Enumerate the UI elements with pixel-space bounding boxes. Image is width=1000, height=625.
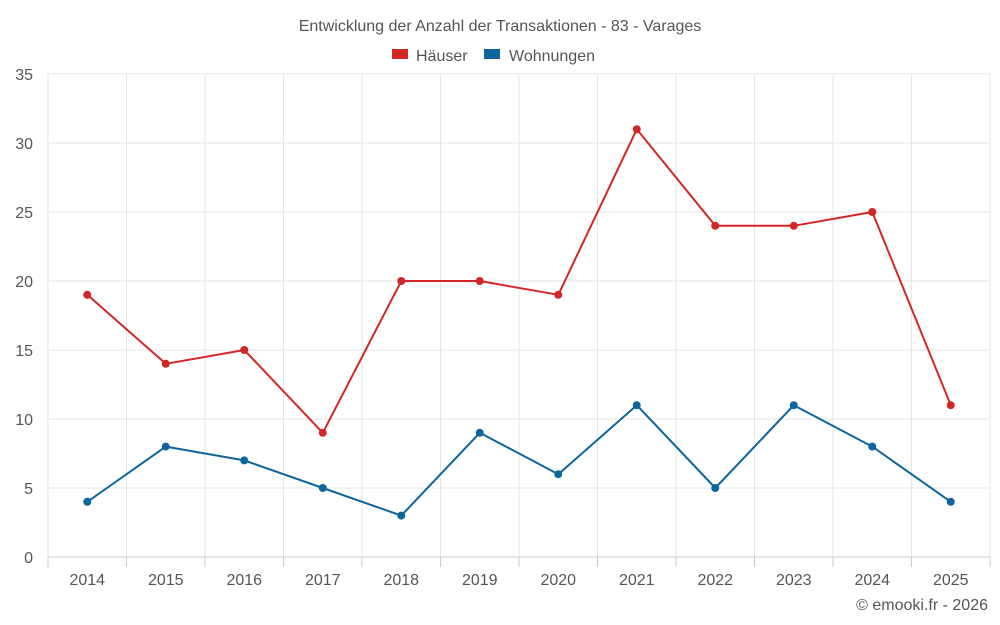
y-tick-label: 15 [15, 343, 33, 360]
series-line-haeuser [86, 128, 952, 434]
data-point-wohnungen[interactable] [554, 470, 563, 479]
x-tick-label: 2014 [69, 572, 105, 589]
data-point-wohnungen[interactable] [868, 442, 877, 451]
legend-item-wohnungen[interactable]: Wohnungen [484, 48, 595, 65]
data-point-haeuser[interactable] [397, 277, 406, 285]
data-point-wohnungen[interactable] [475, 428, 484, 437]
data-point-haeuser[interactable] [318, 428, 327, 437]
legend-swatch-wohnungen [484, 49, 500, 59]
series [83, 125, 955, 520]
data-point-haeuser[interactable] [789, 221, 798, 230]
data-point-haeuser[interactable] [946, 401, 955, 410]
data-point-haeuser[interactable] [83, 290, 92, 299]
x-tick-label: 2017 [305, 572, 341, 589]
legend-item-haeuser[interactable]: Häuser [392, 48, 468, 65]
data-point-haeuser[interactable] [868, 208, 877, 216]
x-tick-label: 2020 [540, 572, 576, 589]
data-point-wohnungen[interactable] [397, 511, 406, 520]
data-point-haeuser[interactable] [711, 221, 720, 230]
legend-label-wohnungen: Wohnungen [509, 48, 595, 65]
data-point-wohnungen[interactable] [789, 401, 798, 410]
x-tick-label: 2024 [854, 572, 890, 589]
data-point-wohnungen[interactable] [240, 456, 249, 465]
y-tick-label: 25 [15, 205, 33, 222]
data-point-haeuser[interactable] [240, 346, 249, 354]
x-tick-label: 2022 [697, 572, 733, 589]
y-tick-label: 30 [15, 136, 33, 153]
grid [47, 73, 991, 557]
y-tick-label: 20 [15, 274, 33, 291]
data-point-wohnungen[interactable] [161, 442, 170, 451]
x-tick-label: 2023 [776, 572, 812, 589]
series-line-wohnungen [86, 404, 952, 517]
x-tick-label: 2021 [619, 572, 655, 589]
y-tick-label: 5 [24, 481, 33, 498]
y-tick-label: 0 [24, 550, 33, 567]
legend-label-haeuser: Häuser [416, 48, 468, 65]
y-tick-label: 35 [15, 67, 33, 84]
data-point-wohnungen[interactable] [318, 484, 327, 492]
x-tick-label: 2018 [383, 572, 419, 589]
data-point-haeuser[interactable] [554, 290, 563, 299]
data-point-haeuser[interactable] [475, 277, 484, 285]
x-tick-label: 2019 [462, 572, 498, 589]
data-point-wohnungen[interactable] [632, 401, 641, 410]
x-tick-label: 2015 [148, 572, 184, 589]
x-tick-label: 2016 [226, 572, 262, 589]
y-tick-label: 10 [15, 412, 33, 429]
data-point-wohnungen[interactable] [946, 497, 955, 506]
data-point-wohnungen[interactable] [711, 484, 720, 492]
data-point-wohnungen[interactable] [83, 497, 92, 506]
data-point-haeuser[interactable] [161, 359, 170, 368]
credit-text: © emooki.fr - 2026 [856, 597, 988, 614]
legend: Häuser Wohnungen [392, 48, 595, 65]
legend-swatch-haeuser [392, 49, 408, 59]
chart-title: Entwicklung der Anzahl der Transaktionen… [299, 18, 702, 35]
data-point-haeuser[interactable] [632, 125, 641, 134]
x-tick-label: 2025 [933, 572, 969, 589]
